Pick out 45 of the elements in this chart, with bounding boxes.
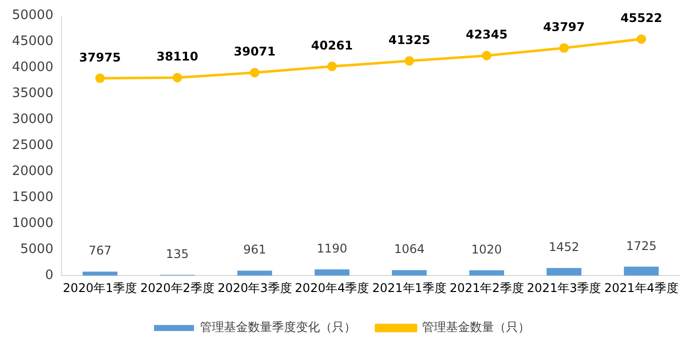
y-tick-label: 20000	[12, 164, 54, 180]
data-label: 1064	[394, 242, 425, 256]
data-label: 1725	[626, 238, 657, 253]
data-label: 135	[166, 247, 189, 262]
x-tick-label: 2021年1季度	[372, 280, 446, 295]
y-tick-label: 0	[45, 268, 54, 283]
data-label: 37975	[79, 50, 121, 64]
point	[482, 50, 492, 60]
y-tick-label: 30000	[12, 112, 54, 128]
point	[327, 62, 337, 72]
data-label: 767	[88, 244, 112, 258]
legend-label: 管理基金数量季度变化（只）	[200, 320, 356, 334]
y-tick-label: 25000	[12, 138, 54, 154]
data-label: 1452	[548, 240, 580, 254]
data-label: 42345	[466, 28, 508, 42]
data-label: 43797	[543, 20, 585, 34]
point	[250, 68, 260, 78]
point	[172, 72, 182, 82]
data-label: 40261	[311, 38, 353, 53]
point	[404, 56, 414, 66]
data-label: 39071	[234, 44, 276, 59]
data-label: 45522	[620, 11, 662, 26]
x-tick-label: 2021年2季度	[450, 280, 524, 295]
point	[559, 43, 569, 53]
legend-label: 管理基金数量（只）	[422, 320, 530, 334]
data-label: 41325	[388, 33, 430, 47]
x-tick-label: 2021年4季度	[604, 280, 678, 295]
y-tick-label: 5000	[20, 242, 54, 257]
point	[95, 74, 105, 84]
data-label: 1020	[471, 242, 502, 256]
y-tick-label: 50000	[12, 8, 54, 24]
x-tick-label: 2020年2季度	[140, 280, 214, 295]
x-tick-label: 2020年1季度	[62, 280, 138, 295]
x-tick-label: 2020年3季度	[218, 280, 292, 295]
data-label: 38110	[156, 50, 198, 64]
y-tick-label: 10000	[12, 216, 54, 232]
point	[636, 34, 646, 44]
y-tick-label: 15000	[12, 190, 54, 206]
y-tick-label: 40000	[12, 60, 54, 76]
y-tick-label: 35000	[12, 86, 54, 102]
y-tick-label: 45000	[12, 34, 54, 50]
x-tick-label: 2021年3季度	[526, 280, 602, 295]
data-label: 1190	[316, 242, 348, 256]
x-tick-label: 2020年4季度	[294, 280, 370, 295]
data-label: 961	[243, 242, 266, 257]
